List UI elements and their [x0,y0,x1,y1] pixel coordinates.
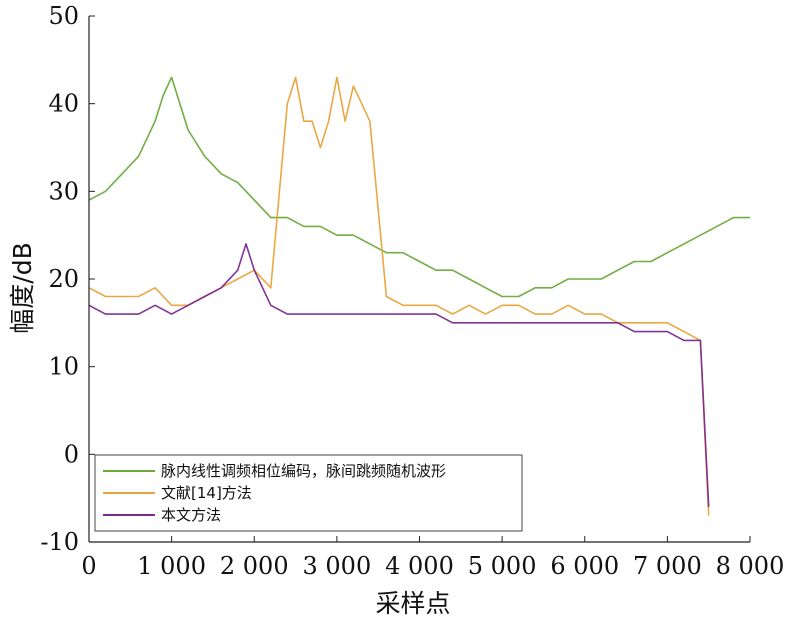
x-tick-label: 1 000 [137,552,206,580]
series-lines [88,76,750,516]
series-line-3 [88,243,710,507]
y-tick-label: 0 [64,440,79,468]
x-axis-title: 采样点 [375,589,450,618]
x-tick-label: 0 [81,552,96,580]
x-tick-label: 8 000 [716,552,785,580]
legend-label-2: 文献[14]方法 [161,484,252,502]
series-line-1 [88,76,750,298]
x-tick-label: 2 000 [220,552,289,580]
y-tick-label: 50 [48,2,79,30]
x-tick-label: 7 000 [633,552,702,580]
axis-ticks: 0 1 000 2 000 3 000 4 000 5 000 6 000 7 000 8 00… [40,2,784,580]
y-axis-title: 幅度/dB [8,242,37,333]
x-tick-label: 4 000 [385,552,454,580]
legend-box [94,454,523,532]
x-tick-label: 3 000 [303,552,372,580]
y-tick-label: 20 [48,265,79,293]
legend-label-1: 脉内线性调频相位编码，脉间跳频随机波形 [161,462,446,480]
x-tick-label: 6 000 [550,552,619,580]
y-tick-label: 40 [48,90,79,118]
y-tick-label: 10 [48,353,79,381]
legend-label-3: 本文方法 [161,506,221,524]
y-tick-label: -10 [40,528,79,556]
y-tick-label: 30 [48,177,79,205]
x-tick-label: 5 000 [468,552,537,580]
